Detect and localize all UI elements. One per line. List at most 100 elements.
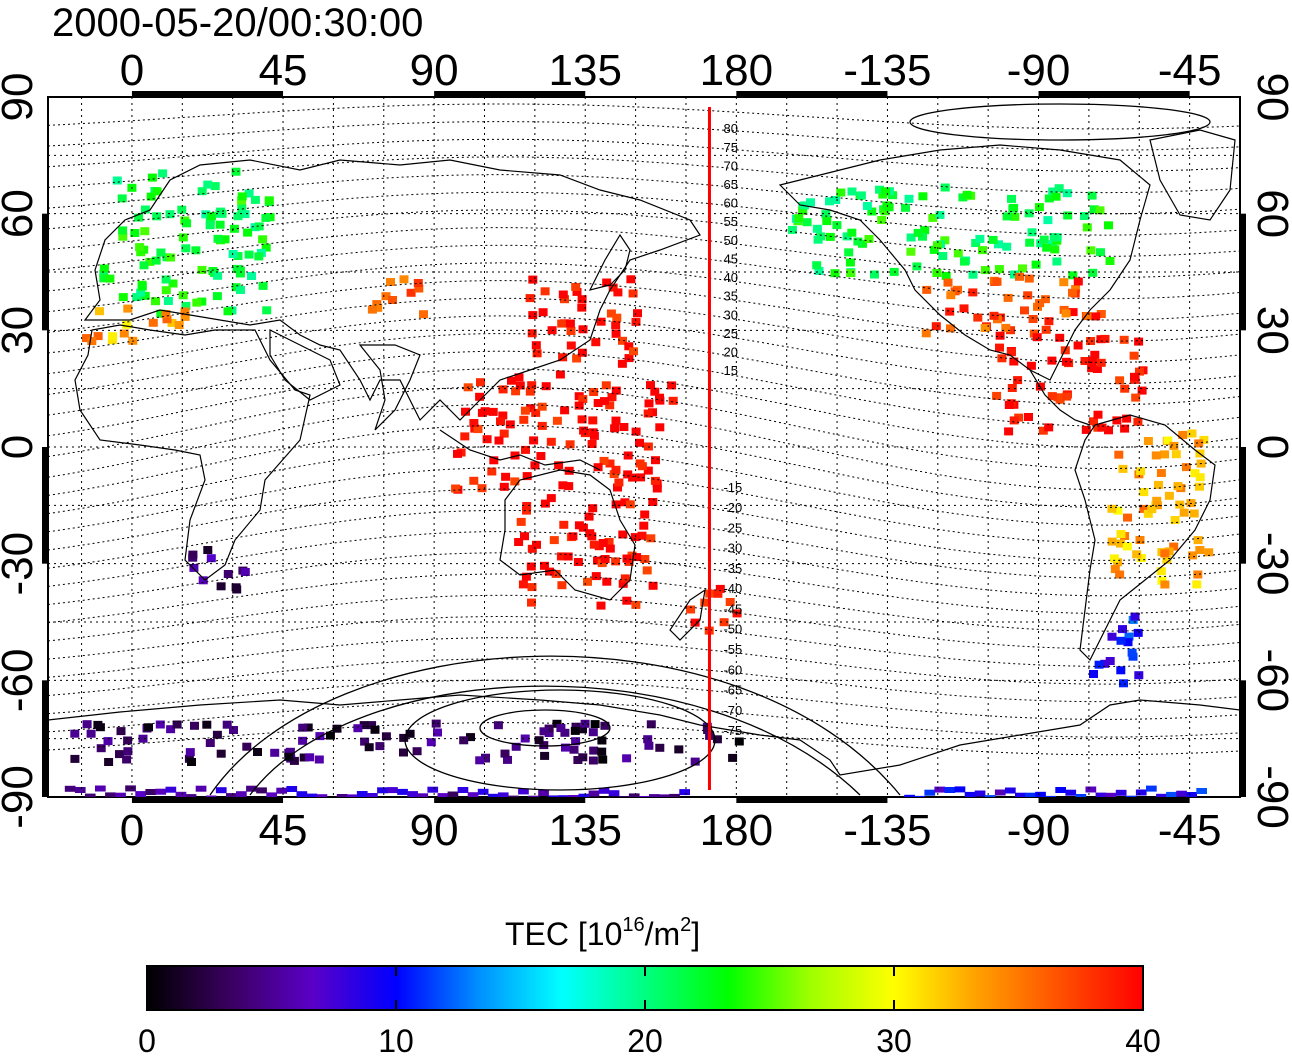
bottom-lon-label: 45 — [259, 806, 308, 855]
magnetic-contour — [48, 424, 1240, 508]
tec-cell — [655, 743, 665, 752]
tec-cell — [407, 791, 418, 797]
tec-cell — [508, 795, 519, 797]
tec-cell — [115, 750, 124, 759]
tec-cell — [236, 286, 245, 294]
tec-cell — [174, 321, 184, 329]
tec-cell — [598, 755, 608, 764]
top-lon-label: -45 — [1158, 46, 1222, 95]
left-lat-label: 0 — [0, 435, 42, 459]
magnetic-lat-label: -45 — [723, 601, 742, 616]
tec-cell — [526, 562, 536, 571]
tec-cell — [1100, 659, 1110, 668]
tec-cell — [1043, 216, 1053, 225]
tec-cell — [540, 561, 549, 570]
tec-cell — [631, 600, 641, 609]
tec-cell — [831, 196, 841, 204]
tec-cell — [1143, 509, 1153, 518]
left-lat-label: 30 — [0, 306, 42, 355]
bottom-lon-label: -45 — [1158, 806, 1222, 855]
coast-japan — [588, 233, 631, 291]
tec-cell — [1073, 277, 1083, 286]
tec-cell — [540, 751, 550, 760]
tec-cell — [118, 293, 128, 302]
tec-cell — [975, 234, 985, 243]
tec-cell — [646, 534, 656, 543]
tec-cell — [501, 472, 511, 481]
tec-cell — [168, 279, 178, 288]
tec-cell — [387, 787, 398, 794]
tec-cell — [613, 288, 623, 297]
tec-cell — [212, 730, 222, 739]
magnetic-contour — [48, 509, 1240, 579]
plot-timestamp-title: 2000-05-20/00:30:00 — [52, 1, 423, 45]
tec-cell — [1199, 435, 1209, 444]
tec-cell — [568, 532, 578, 541]
tec-cell — [1086, 246, 1096, 255]
tec-cell — [518, 580, 528, 589]
coast-arabia — [269, 329, 341, 401]
tec-cell — [93, 720, 103, 729]
tec-cell — [155, 788, 167, 795]
tec-cell — [152, 212, 162, 221]
tec-cell — [161, 286, 171, 295]
tec-cell — [1120, 384, 1130, 393]
tec-cell — [1089, 670, 1098, 678]
tec-cell — [862, 202, 872, 210]
tec-cell — [812, 261, 822, 270]
coast-newzealand — [669, 588, 706, 641]
tec-cell — [433, 728, 442, 737]
tec-cell — [359, 721, 369, 730]
tec-cell — [994, 265, 1004, 274]
tec-cell — [254, 252, 264, 261]
tec-cell — [1094, 660, 1104, 669]
tec-cell — [243, 228, 253, 237]
tec-cell — [564, 482, 574, 491]
tec-cell — [568, 795, 580, 797]
right-lat-label: 60 — [1248, 189, 1292, 238]
tec-cell — [515, 381, 525, 390]
tec-cell — [108, 332, 118, 341]
tec-cell — [1068, 288, 1077, 297]
tec-cell — [223, 307, 233, 316]
tec-cell — [932, 269, 942, 277]
tec-cell — [1089, 205, 1099, 214]
tec-cell — [1001, 323, 1011, 332]
tec-cell — [532, 540, 541, 549]
tec-cell — [412, 747, 422, 756]
tec-cell — [1192, 580, 1202, 589]
tec-cell — [572, 354, 582, 363]
tec-cell — [507, 376, 516, 385]
south-polar-arc — [249, 685, 861, 796]
top-tick-bar — [434, 91, 586, 97]
tec-cell — [643, 466, 653, 475]
tec-cell — [207, 212, 216, 221]
tec-cell — [669, 793, 680, 797]
tec-cell — [686, 605, 696, 614]
tec-cell — [881, 187, 890, 196]
tec-cell — [1096, 248, 1105, 257]
tec-cell — [140, 227, 150, 236]
tec-cell — [96, 744, 106, 753]
tec-cell — [1194, 439, 1204, 448]
tec-cell — [822, 217, 832, 226]
tec-cell — [258, 235, 268, 244]
tec-cell — [1109, 554, 1119, 563]
tec-cell — [1188, 551, 1198, 560]
tec-cell — [994, 789, 1006, 796]
tec-cell — [286, 786, 298, 792]
tec-cell — [197, 187, 207, 196]
left-tick-bar — [42, 447, 48, 564]
tec-cell — [588, 416, 598, 425]
tec-cell — [162, 315, 172, 324]
south-magnetic-pole-ring-inner — [479, 709, 611, 747]
tec-cell — [1088, 268, 1098, 277]
tec-cell — [1035, 791, 1046, 797]
tec-cell — [539, 741, 549, 750]
tec-cell — [135, 243, 145, 252]
tec-cell — [798, 206, 808, 215]
tec-cell — [816, 232, 826, 241]
tec-cell — [538, 308, 548, 317]
tec-cell — [646, 381, 655, 390]
tec-cell — [510, 451, 520, 460]
